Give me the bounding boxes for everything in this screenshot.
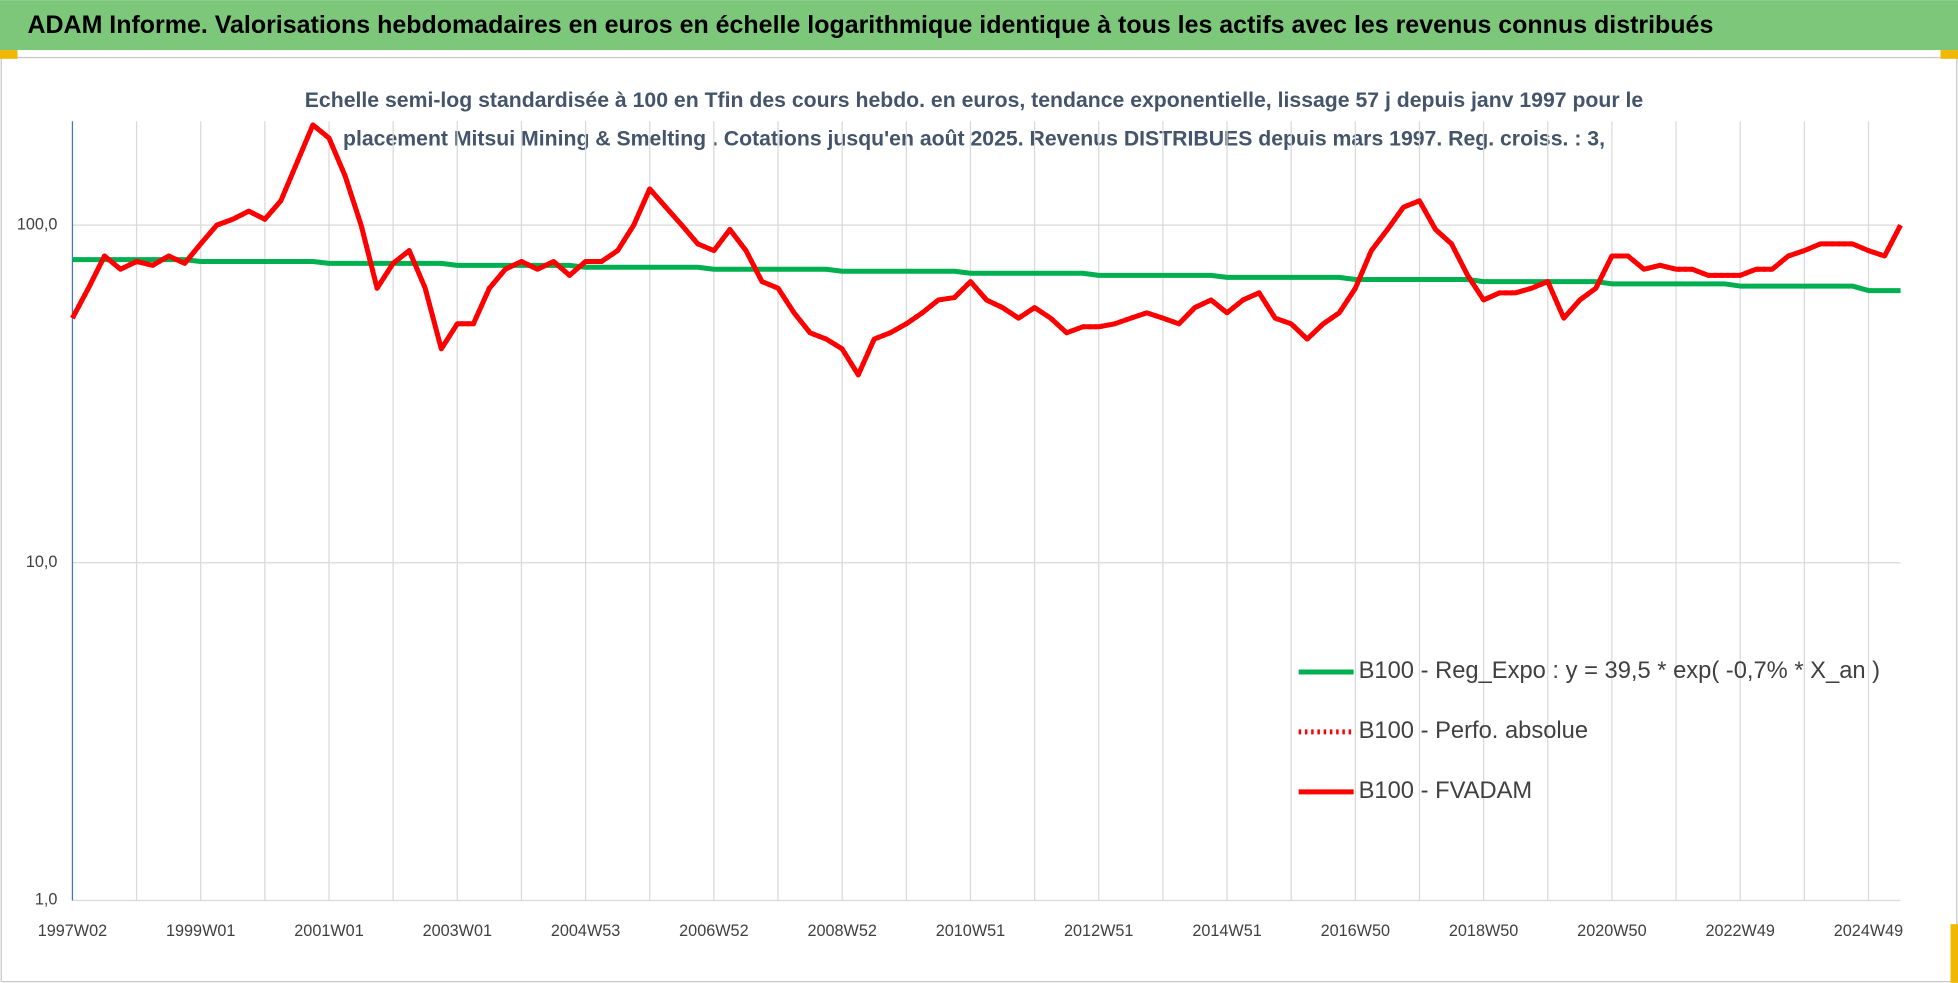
corner [0, 50, 18, 59]
x-tick-label: 2001W01 [294, 922, 363, 940]
x-tick-label: 1999W01 [166, 922, 235, 940]
y-tick-label: 10,0 [26, 553, 58, 571]
x-tick-label: 2022W49 [1705, 922, 1774, 940]
x-tick-label: 2012W51 [1064, 922, 1133, 940]
x-tick-label: 2016W50 [1321, 922, 1390, 940]
subtitle: Echelle semi-log standardisée à 100 en T… [305, 89, 1644, 112]
plot-area: 1997W02 1999W01 2001W01 2003W01 2004W53 2006W… [17, 121, 1903, 940]
corner [1940, 50, 1958, 59]
x-tick-label: 2004W53 [551, 922, 620, 940]
x-tick-label: 2003W01 [423, 922, 492, 940]
frame [0, 56, 1958, 983]
y-tick-label: 100,0 [17, 215, 58, 233]
x-tick-label: 2006W52 [679, 922, 748, 940]
x-tick-label: 2010W51 [936, 922, 1005, 940]
x-tick-label: 2018W50 [1449, 922, 1518, 940]
title-bar [0, 0, 1958, 51]
x-tick-label: 2020W50 [1577, 922, 1646, 940]
subtitle: placement Mitsui Mining & Smelting . Cot… [343, 128, 1605, 151]
legend-label: B100 - Reg_Expo : y = 39,5 * exp( -0,7% … [1359, 658, 1880, 684]
corner [1950, 924, 1958, 983]
x-tick-label: 1997W02 [38, 922, 107, 940]
series-line [72, 257, 1901, 294]
y-tick-label: 1,0 [35, 891, 58, 909]
legend-label: B100 - FVADAM [1359, 778, 1533, 804]
x-tick-label: 2014W51 [1192, 922, 1261, 940]
x-tick-label: 2008W52 [807, 922, 876, 940]
legend-label: B100 - Perfo. absolue [1359, 718, 1588, 744]
series-line [70, 122, 1903, 378]
x-tick-label: 2024W49 [1834, 922, 1903, 940]
chart-title: ADAM Informe. Valorisations hebdomadaire… [27, 11, 1713, 39]
